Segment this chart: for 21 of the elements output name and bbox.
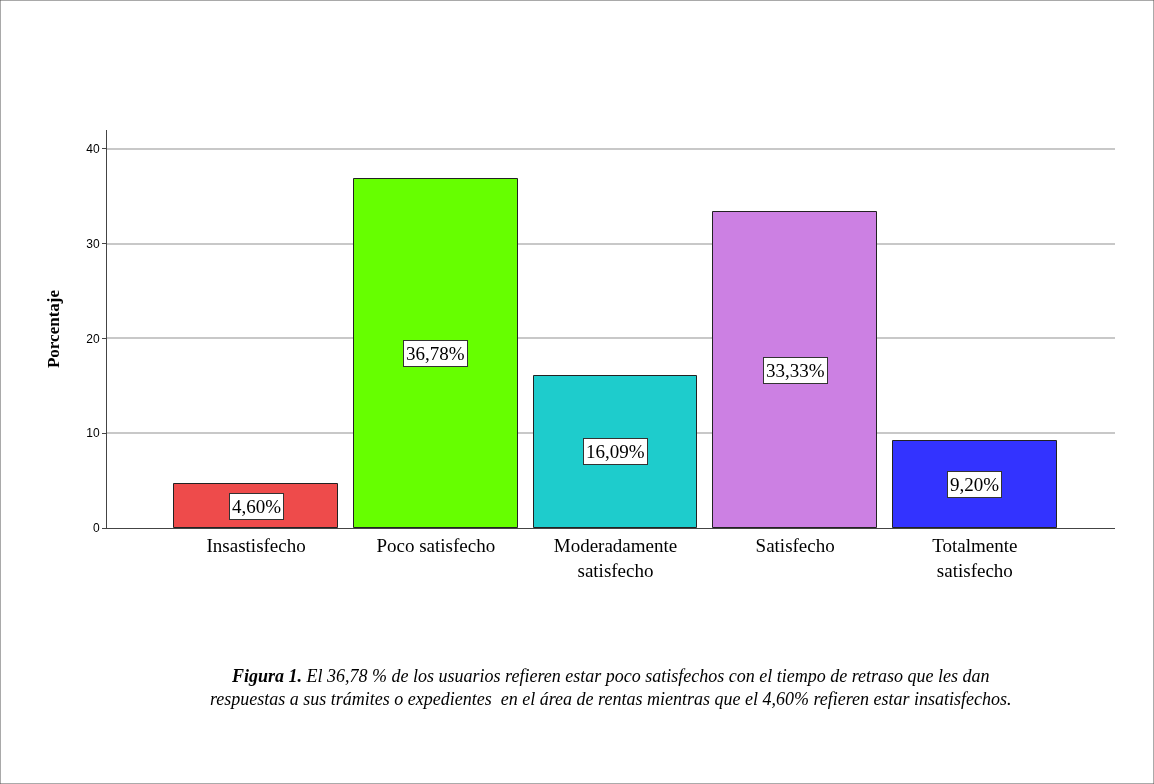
bar xyxy=(533,375,697,528)
x-tick-label: Satisfecho xyxy=(755,534,835,556)
bar xyxy=(353,178,518,528)
y-tick-label: 40 xyxy=(86,142,100,157)
x-tick-label: Insastisfecho xyxy=(206,534,306,556)
x-tick-label: Totalmente satisfecho xyxy=(932,534,1018,581)
bar xyxy=(712,211,877,528)
data-label: 33,33% xyxy=(766,360,825,381)
text: Figura 1. xyxy=(231,666,303,686)
y-tick-label: 0 xyxy=(92,521,100,536)
x-tick-label: Poco satisfecho xyxy=(376,534,496,556)
y-tick-label: 10 xyxy=(86,426,100,441)
y-tick-label: 30 xyxy=(86,236,100,251)
data-label: 4,60% xyxy=(232,496,282,517)
data-label: 9,20% xyxy=(950,474,1000,495)
y-axis-title: Porcentaje xyxy=(43,289,63,369)
bar xyxy=(892,440,1057,528)
data-label: 36,78% xyxy=(406,343,465,364)
data-label: 16,09% xyxy=(586,441,645,462)
x-tick-label: Moderadamente satisfecho xyxy=(553,534,678,581)
y-tick-label: 20 xyxy=(86,331,100,346)
